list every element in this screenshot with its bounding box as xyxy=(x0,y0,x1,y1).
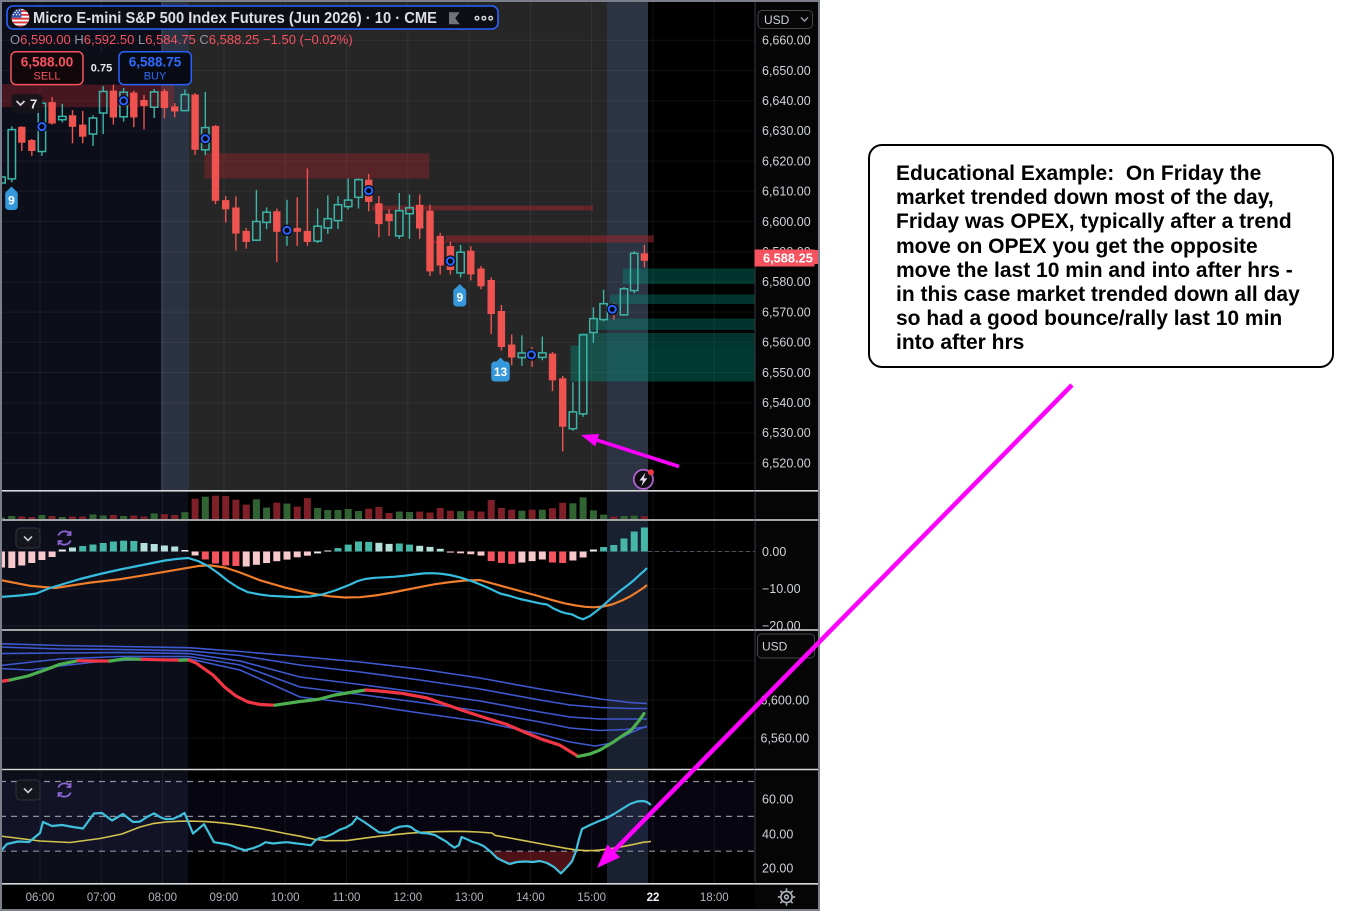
svg-text:0.75: 0.75 xyxy=(91,63,112,75)
svg-text:22: 22 xyxy=(647,892,660,904)
svg-text:6,520.00: 6,520.00 xyxy=(762,456,811,470)
svg-text:12:00: 12:00 xyxy=(393,892,422,904)
svg-text:6,620.00: 6,620.00 xyxy=(762,154,811,168)
svg-text:08:00: 08:00 xyxy=(148,892,177,904)
svg-text:13:00: 13:00 xyxy=(455,892,484,904)
svg-text:−10.00: −10.00 xyxy=(762,582,801,596)
svg-text:Micro E-mini S&P 500 Index Fut: Micro E-mini S&P 500 Index Futures (Jun … xyxy=(33,10,437,27)
svg-text:7: 7 xyxy=(30,97,37,112)
svg-text:6,588.25: 6,588.25 xyxy=(763,250,813,265)
svg-text:60.00: 60.00 xyxy=(762,792,793,806)
svg-text:6,580.00: 6,580.00 xyxy=(762,275,811,289)
svg-text:6,660.00: 6,660.00 xyxy=(762,34,811,48)
svg-text:14:00: 14:00 xyxy=(516,892,545,904)
svg-text:9: 9 xyxy=(456,291,463,305)
svg-text:6,560.00: 6,560.00 xyxy=(761,731,810,745)
svg-text:USD: USD xyxy=(764,13,790,27)
svg-text:6,640.00: 6,640.00 xyxy=(762,94,811,108)
svg-text:0.00: 0.00 xyxy=(762,545,786,559)
svg-text:20.00: 20.00 xyxy=(762,862,793,876)
svg-text:USD: USD xyxy=(762,640,788,654)
svg-text:SELL: SELL xyxy=(34,71,61,83)
svg-text:10:00: 10:00 xyxy=(271,892,300,904)
svg-text:9: 9 xyxy=(8,194,15,208)
svg-text:6,550.00: 6,550.00 xyxy=(762,366,811,380)
svg-text:13: 13 xyxy=(494,365,508,379)
svg-text:6,600.00: 6,600.00 xyxy=(762,215,811,229)
svg-text:6,540.00: 6,540.00 xyxy=(762,396,811,410)
svg-text:6,600.00: 6,600.00 xyxy=(761,693,810,707)
svg-text:06:00: 06:00 xyxy=(26,892,55,904)
svg-text:6,630.00: 6,630.00 xyxy=(762,124,811,138)
svg-text:6,610.00: 6,610.00 xyxy=(762,185,811,199)
svg-text:07:00: 07:00 xyxy=(87,892,116,904)
svg-text:40.00: 40.00 xyxy=(762,827,793,841)
svg-text:15:00: 15:00 xyxy=(577,892,606,904)
svg-text:09:00: 09:00 xyxy=(210,892,239,904)
svg-text:6,650.00: 6,650.00 xyxy=(762,64,811,78)
svg-text:O6,590.00 H6,592.50 L6,584.75: O6,590.00 H6,592.50 L6,584.75 C6,588.25 … xyxy=(10,32,353,47)
svg-text:18:00: 18:00 xyxy=(700,892,729,904)
svg-text:BUY: BUY xyxy=(144,71,167,83)
svg-text:−20.00: −20.00 xyxy=(762,619,801,633)
svg-text:11:00: 11:00 xyxy=(333,892,361,904)
svg-text:6,588.75: 6,588.75 xyxy=(129,55,182,70)
svg-text:6,588.00: 6,588.00 xyxy=(21,55,74,70)
svg-text:6,570.00: 6,570.00 xyxy=(762,305,811,319)
svg-text:6,530.00: 6,530.00 xyxy=(762,426,811,440)
svg-text:6,560.00: 6,560.00 xyxy=(762,336,811,350)
